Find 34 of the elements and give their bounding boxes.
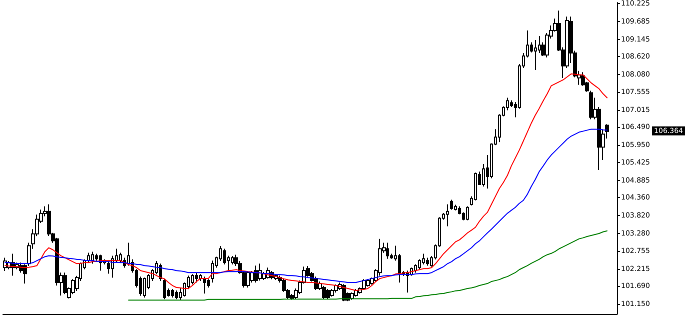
candlestick — [466, 206, 469, 221]
candlestick — [191, 274, 194, 285]
candlestick — [362, 278, 366, 290]
candlestick — [91, 251, 94, 264]
line-series — [4, 128, 608, 284]
candlestick — [71, 278, 75, 295]
candlestick — [446, 204, 449, 227]
candlestick — [334, 284, 338, 293]
candlestick — [258, 263, 262, 282]
candlestick — [326, 288, 330, 300]
candlestick — [354, 290, 358, 297]
candlestick — [203, 276, 206, 294]
candlestick — [163, 278, 166, 300]
candlestick — [366, 278, 370, 288]
line-series — [4, 73, 608, 291]
candlestick — [171, 288, 174, 298]
candlestick — [119, 252, 122, 264]
candlestick — [534, 40, 537, 70]
candlestick — [175, 290, 178, 300]
candlestick — [246, 270, 250, 288]
line-series — [128, 230, 608, 301]
candlestick — [199, 274, 202, 282]
candlestick — [450, 199, 453, 210]
candlestick — [254, 265, 258, 284]
candlestick — [426, 257, 429, 266]
candlestick — [322, 285, 326, 300]
candlestick — [143, 277, 146, 298]
candlestick — [195, 272, 198, 284]
candlestick — [414, 264, 417, 274]
candlestick — [87, 252, 90, 264]
candlestick — [330, 288, 334, 297]
candlestick — [422, 253, 425, 265]
candlestick — [63, 272, 67, 295]
candlestick — [386, 242, 389, 260]
